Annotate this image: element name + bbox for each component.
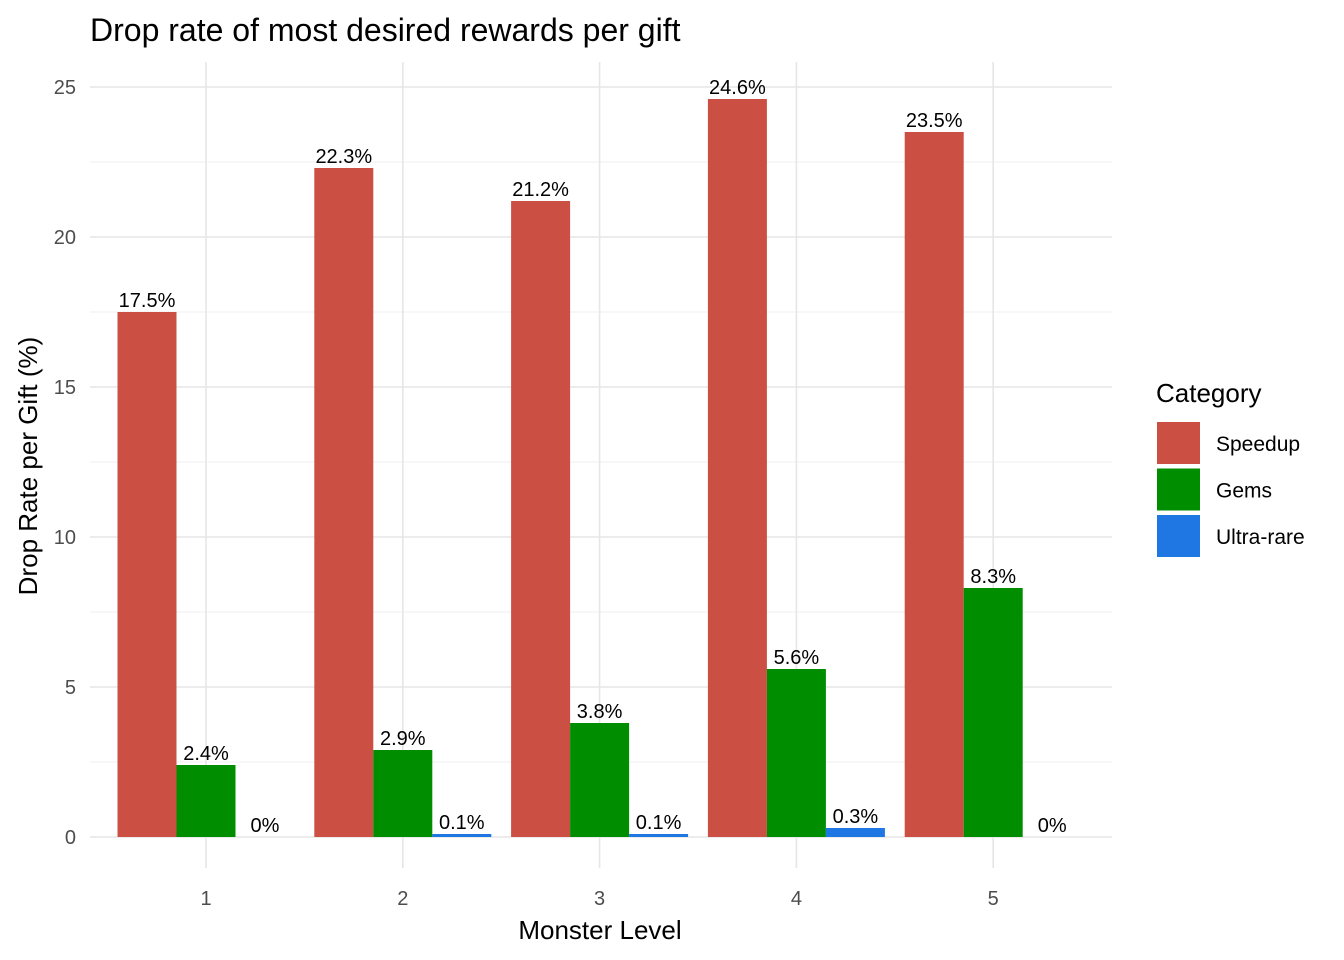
x-axis-title: Monster Level [518,915,681,945]
chart-title: Drop rate of most desired rewards per gi… [90,12,681,48]
legend: Category Speedup Gems Ultra-rare [1156,378,1305,557]
bar-speedup [511,201,571,837]
y-tick-label: 5 [65,677,76,699]
legend-title: Category [1156,378,1262,408]
y-tick-label: 10 [54,527,76,549]
data-label: 0% [1038,815,1067,837]
x-tick-label: 3 [594,888,605,910]
data-label: 0.1% [439,812,485,834]
x-tick-label: 1 [200,888,211,910]
data-label: 0.1% [636,812,682,834]
y-axis-title: Drop Rate per Gift (%) [13,337,43,596]
data-label: 8.3% [970,566,1016,588]
bar-speedup [117,312,177,837]
bar-speedup [707,99,767,837]
data-label: 5.6% [774,647,820,669]
y-tick-label: 25 [54,77,76,99]
bar-ultra-rare [432,834,492,837]
legend-label: Gems [1216,480,1272,503]
data-label: 22.3% [315,146,372,168]
data-label: 23.5% [906,110,963,132]
data-label: 0.3% [833,806,879,828]
data-label: 3.8% [577,701,623,723]
y-axis-ticks: 0 5 10 15 20 25 [54,77,76,849]
bar-ultra-rare [825,828,885,837]
legend-key [1157,515,1200,557]
legend-key [1157,422,1200,464]
y-tick-label: 15 [54,377,76,399]
x-tick-label: 4 [791,888,802,910]
data-label: 0% [251,815,280,837]
bar-speedup [314,168,374,837]
data-label: 17.5% [119,290,176,312]
x-axis-ticks: 1 2 3 4 5 [200,888,998,910]
bar-gems [176,765,236,837]
bar-ultra-rare [629,834,689,837]
x-tick-label: 5 [988,888,999,910]
data-label: 24.6% [709,77,766,99]
bar-gems [373,750,433,837]
legend-key [1157,468,1200,511]
x-tick-label: 2 [397,888,408,910]
bar-speedup [904,132,964,837]
y-tick-label: 0 [65,827,76,849]
legend-label: Ultra-rare [1216,526,1305,549]
legend-label: Speedup [1216,433,1300,456]
data-labels: 17.5% 22.3% 21.2% 24.6% 23.5% 2.4% 2.9% 3.8% 5.6… [119,77,1067,837]
data-label: 21.2% [512,179,569,201]
bar-gems [766,669,826,837]
y-tick-label: 20 [54,227,76,249]
data-label: 2.9% [380,728,426,750]
bar-gems [963,588,1023,837]
bars [117,99,1023,837]
data-label: 2.4% [183,743,229,765]
bar-gems [570,723,630,837]
